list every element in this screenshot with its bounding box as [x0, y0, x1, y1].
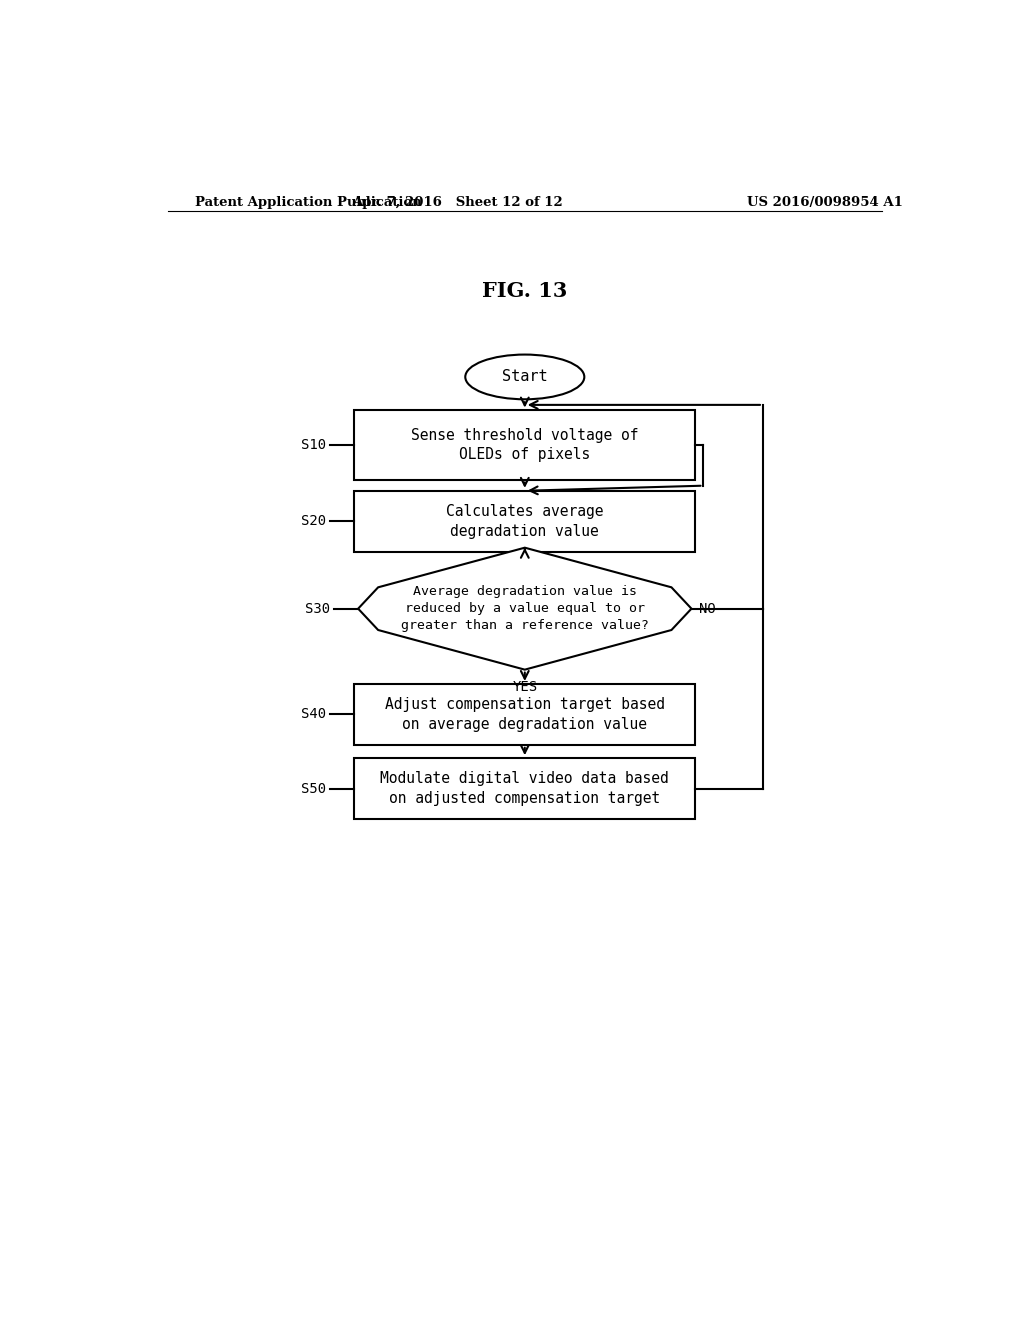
Text: NO: NO — [699, 602, 716, 615]
FancyBboxPatch shape — [354, 684, 695, 744]
Text: US 2016/0098954 A1: US 2016/0098954 A1 — [748, 195, 903, 209]
Text: Start: Start — [502, 370, 548, 384]
Text: Sense threshold voltage of
OLEDs of pixels: Sense threshold voltage of OLEDs of pixe… — [411, 428, 639, 462]
Text: S20: S20 — [301, 515, 327, 528]
Polygon shape — [358, 548, 691, 669]
Text: Calculates average
degradation value: Calculates average degradation value — [446, 504, 603, 539]
Text: YES: YES — [512, 680, 538, 694]
Text: FIG. 13: FIG. 13 — [482, 281, 567, 301]
FancyBboxPatch shape — [354, 758, 695, 818]
FancyBboxPatch shape — [354, 411, 695, 479]
FancyBboxPatch shape — [354, 491, 695, 552]
Text: S10: S10 — [301, 438, 327, 451]
Text: S30: S30 — [305, 602, 331, 615]
Text: S50: S50 — [301, 781, 327, 796]
Text: Apr. 7, 2016   Sheet 12 of 12: Apr. 7, 2016 Sheet 12 of 12 — [352, 195, 563, 209]
Text: Average degradation value is
reduced by a value equal to or
greater than a refer: Average degradation value is reduced by … — [400, 585, 649, 632]
Text: S40: S40 — [301, 708, 327, 721]
Text: Modulate digital video data based
on adjusted compensation target: Modulate digital video data based on adj… — [381, 771, 669, 807]
Text: Patent Application Publication: Patent Application Publication — [196, 195, 422, 209]
Text: Adjust compensation target based
on average degradation value: Adjust compensation target based on aver… — [385, 697, 665, 731]
Ellipse shape — [465, 355, 585, 399]
